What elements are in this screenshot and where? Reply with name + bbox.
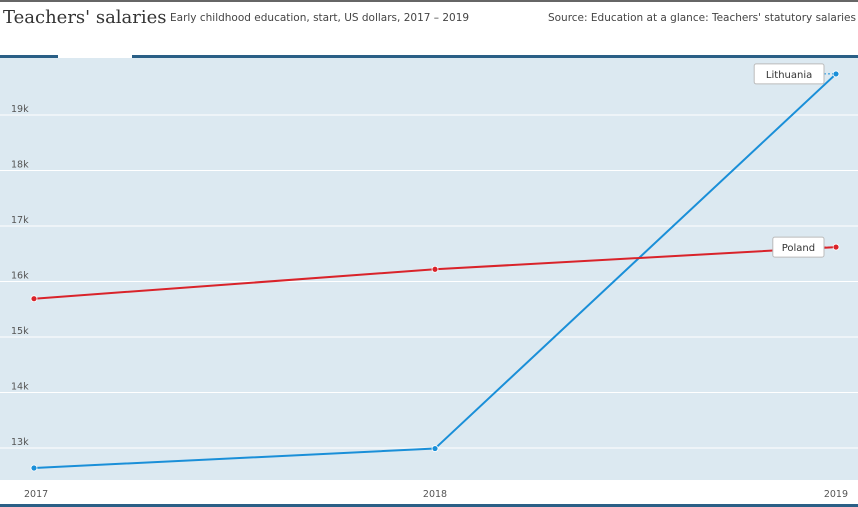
series-line-poland xyxy=(33,246,837,300)
data-point-poland xyxy=(30,295,38,303)
chart-title: Teachers' salaries xyxy=(3,7,167,28)
chart-header: Teachers' salaries Early childhood educa… xyxy=(0,2,858,56)
chart-source: Source: Education at a glance: Teachers'… xyxy=(547,12,856,24)
label-box xyxy=(753,63,825,85)
chart-subtitle: Early childhood education, start, US dol… xyxy=(170,12,470,24)
series-label-poland: Poland xyxy=(772,236,833,258)
y-tick-label: 13k xyxy=(11,437,29,448)
tab-strip-gap xyxy=(58,55,132,58)
data-point-poland xyxy=(832,243,840,251)
y-tick-label: 16k xyxy=(11,271,29,282)
gridlines xyxy=(0,114,858,449)
y-tick-label: 14k xyxy=(11,382,29,393)
data-point-poland xyxy=(431,265,439,273)
y-axis-ticks: 13k 14k 15k 16k 17k 18k 19k xyxy=(11,104,29,448)
x-tick-label: 2017 xyxy=(24,489,48,500)
y-tick-label: 19k xyxy=(11,104,29,115)
x-tick-label: 2019 xyxy=(824,489,848,500)
y-tick-label: 15k xyxy=(11,326,29,337)
data-point-lithuania xyxy=(431,445,439,452)
y-tick-label: 18k xyxy=(11,160,29,171)
data-point-lithuania xyxy=(30,464,38,472)
label-text: Poland xyxy=(782,243,815,254)
x-tick-label: 2018 xyxy=(423,489,447,500)
top-rule xyxy=(0,0,858,2)
label-box xyxy=(772,236,825,258)
x-axis-ticks: 2017 2018 2019 xyxy=(24,489,848,500)
label-text: Lithuania xyxy=(766,70,812,81)
tab-strip xyxy=(0,55,858,58)
series-layer xyxy=(30,70,840,472)
bottom-rule xyxy=(0,504,858,507)
data-point-lithuania xyxy=(832,70,840,78)
series-labels: Lithuania Poland xyxy=(753,63,833,258)
y-tick-label: 17k xyxy=(11,215,29,226)
series-label-lithuania: Lithuania xyxy=(753,63,833,85)
